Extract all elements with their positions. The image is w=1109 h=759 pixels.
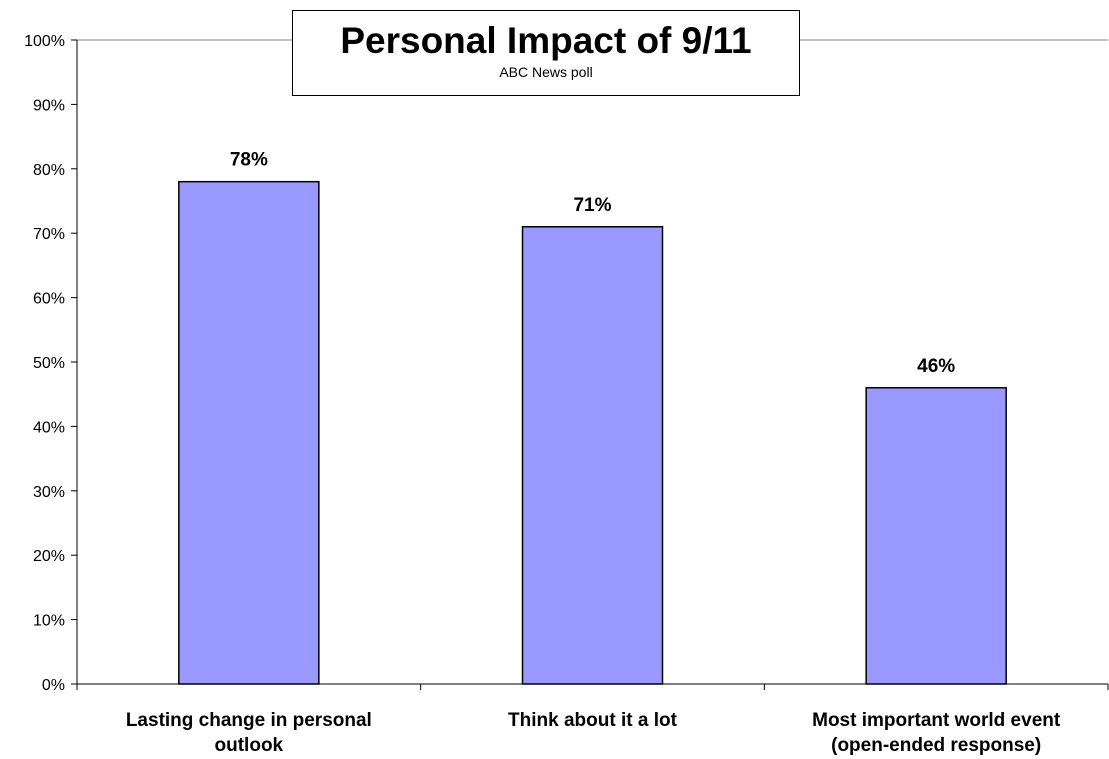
x-category-label: Lasting change in personal <box>126 710 372 731</box>
y-tick-label: 40% <box>33 419 65 436</box>
y-tick-label: 20% <box>33 548 65 565</box>
y-tick-label: 10% <box>33 613 65 630</box>
x-category-label: Most important world event <box>812 710 1061 731</box>
bar <box>865 387 1007 685</box>
y-tick-label: 0% <box>42 677 65 694</box>
chart-title: Personal Impact of 9/11 <box>340 20 752 61</box>
y-tick-label: 70% <box>33 226 65 243</box>
x-category-label: (open-ended response) <box>831 735 1041 756</box>
y-tick-label: 80% <box>33 162 65 179</box>
data-label: 78% <box>230 150 268 171</box>
data-label: 46% <box>917 356 955 377</box>
y-tick-label: 60% <box>33 291 65 308</box>
labels: 78% Lasting change in personal outlook 71% T… <box>126 150 1061 756</box>
bar <box>521 226 664 685</box>
x-category-label: Think about it a lot <box>508 710 678 731</box>
y-tick-label: 50% <box>33 355 65 372</box>
y-tick-label: 100% <box>24 33 65 50</box>
title-box: Personal Impact of 9/11 ABC News poll <box>292 10 800 96</box>
bars <box>178 180 1007 685</box>
chart-subtitle: ABC News poll <box>499 64 593 80</box>
y-tick-label: 90% <box>33 97 65 114</box>
x-category-label: outlook <box>215 735 284 756</box>
data-label: 71% <box>573 195 611 216</box>
bar <box>178 180 320 685</box>
y-tick-label: 30% <box>33 484 65 501</box>
